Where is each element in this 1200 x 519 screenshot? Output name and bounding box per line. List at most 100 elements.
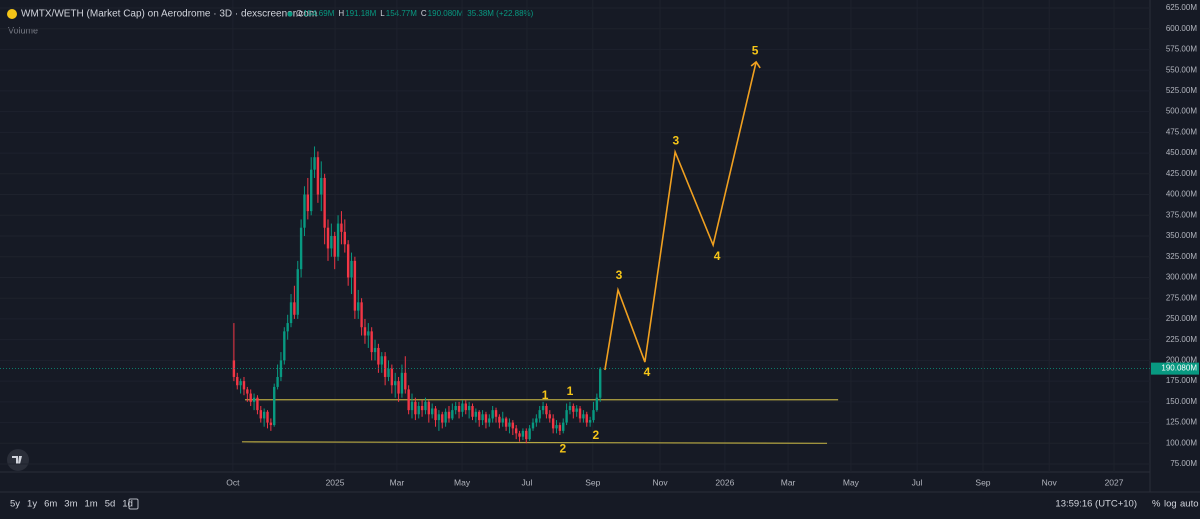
- candle-body: [390, 368, 394, 386]
- candle-body: [464, 403, 467, 411]
- candle-body: [283, 331, 286, 361]
- scale-option[interactable]: log: [1164, 499, 1177, 510]
- y-tick-label: 75.00M: [1170, 459, 1197, 468]
- candle-body: [514, 428, 518, 434]
- y-tick-label: 525.00M: [1166, 86, 1197, 95]
- candle-body: [279, 360, 283, 377]
- logo: [7, 9, 17, 19]
- candle-body: [400, 372, 404, 394]
- y-tick-label: 450.00M: [1166, 148, 1197, 157]
- candle-body: [437, 414, 441, 421]
- candle-body: [343, 231, 346, 245]
- candle-body: [299, 227, 303, 270]
- y-tick-label: 150.00M: [1166, 397, 1197, 406]
- candle-body: [444, 411, 447, 423]
- x-tick-label: Sep: [585, 477, 600, 487]
- candle-body: [558, 425, 562, 431]
- range-button[interactable]: 5y: [10, 499, 20, 510]
- candle-body: [262, 411, 266, 419]
- candle-body: [326, 227, 330, 249]
- candle-body: [360, 302, 363, 328]
- range-button[interactable]: 3m: [64, 499, 77, 510]
- y-tick-label: 100.00M: [1166, 438, 1197, 447]
- candle-body: [511, 422, 515, 429]
- y-tick-label: 175.00M: [1166, 376, 1197, 385]
- candle-body: [249, 393, 252, 402]
- x-tick-label: Oct: [226, 477, 240, 487]
- candle-body: [454, 405, 457, 411]
- candle-body: [504, 418, 508, 427]
- candle-body: [562, 422, 565, 431]
- status-dot: [287, 11, 293, 17]
- x-tick-label: Mar: [390, 477, 405, 487]
- candle-body: [417, 405, 420, 415]
- range-button[interactable]: 1d: [122, 499, 133, 510]
- scale-option[interactable]: %: [1152, 499, 1161, 510]
- candle-body: [518, 433, 521, 437]
- candle-body: [296, 269, 299, 315]
- candle-body: [551, 418, 555, 429]
- candle-body: [303, 194, 306, 228]
- wave-label: 4: [714, 249, 721, 263]
- candle-body: [273, 386, 276, 426]
- range-button[interactable]: 1y: [27, 499, 37, 510]
- x-tick-label: May: [454, 477, 471, 487]
- candle-body: [383, 356, 387, 377]
- candle-body: [478, 411, 481, 421]
- scale-option[interactable]: auto: [1180, 499, 1199, 510]
- y-tick-label: 600.00M: [1166, 24, 1197, 33]
- y-tick-label: 400.00M: [1166, 190, 1197, 199]
- candle-body: [545, 405, 548, 415]
- candle-body: [320, 177, 323, 195]
- range-button[interactable]: 1m: [85, 499, 98, 510]
- x-tick-label: 2026: [715, 477, 734, 487]
- x-tick-label: Nov: [1042, 477, 1058, 487]
- candle-body: [575, 408, 578, 412]
- candle-body: [256, 397, 259, 411]
- chart-title: WMTX/WETH (Market Cap) on Aerodrome · 3D…: [21, 9, 317, 20]
- candle-body: [491, 410, 494, 419]
- candle-body: [336, 223, 340, 257]
- y-tick-label: 325.00M: [1166, 252, 1197, 261]
- wave-label: 3: [616, 268, 623, 282]
- y-tick-label: 550.00M: [1166, 65, 1197, 74]
- candle-body: [498, 416, 501, 423]
- candle-body: [330, 236, 333, 249]
- candle-body: [397, 381, 400, 394]
- candle-body: [441, 414, 444, 423]
- range-button[interactable]: 6m: [44, 499, 57, 510]
- candle-body: [316, 157, 320, 195]
- candle-body: [447, 411, 451, 419]
- y-tick-label: 575.00M: [1166, 45, 1197, 54]
- candle-body: [373, 347, 377, 353]
- candle-body: [252, 397, 256, 402]
- legend-value: 190.080M: [428, 9, 464, 18]
- candle-body: [242, 381, 246, 390]
- candle-body: [434, 408, 437, 421]
- candle-body: [525, 430, 528, 440]
- y-tick-label: 300.00M: [1166, 273, 1197, 282]
- legend-value: 154.77M: [386, 9, 417, 18]
- candle-body: [474, 411, 478, 417]
- x-tick-label: May: [843, 477, 860, 487]
- y-tick-label: 350.00M: [1166, 231, 1197, 240]
- projection-line: [604, 61, 757, 371]
- candle-body: [387, 368, 390, 377]
- candle-body: [269, 422, 273, 426]
- candle-body: [457, 405, 461, 412]
- y-tick-label: 500.00M: [1166, 107, 1197, 116]
- candle-body: [599, 368, 602, 398]
- candle-body: [286, 323, 289, 332]
- date-range-icon[interactable]: [128, 498, 139, 510]
- y-tick-label: 200.00M: [1166, 355, 1197, 364]
- candle-body: [585, 414, 588, 423]
- level-line: [241, 441, 828, 444]
- candle-body: [535, 418, 538, 423]
- y-tick-label: 425.00M: [1166, 169, 1197, 178]
- legend-change: 35.38M (+22.88%): [467, 9, 533, 18]
- range-button[interactable]: 5d: [105, 499, 116, 510]
- candle-body: [246, 389, 249, 394]
- candle-body: [289, 302, 293, 324]
- candle-body: [346, 244, 350, 278]
